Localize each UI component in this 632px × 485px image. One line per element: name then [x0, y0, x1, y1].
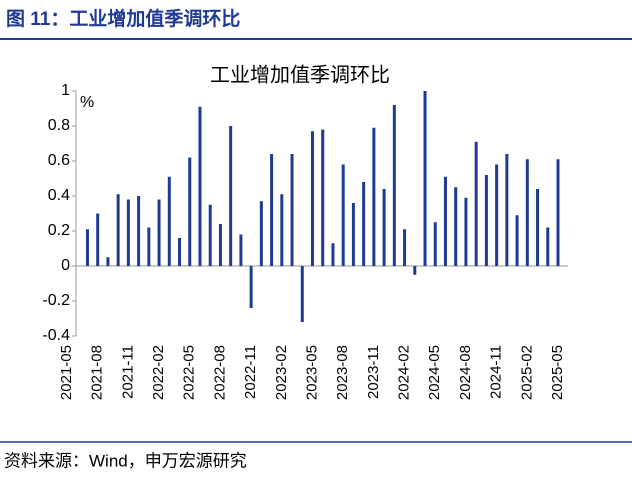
- x-tick-label: 2021-11: [119, 345, 136, 399]
- bar: [331, 243, 335, 266]
- bar: [495, 164, 499, 266]
- bar: [259, 201, 263, 266]
- bar: [311, 131, 314, 266]
- bar: [362, 182, 366, 266]
- x-tick-label: 2024-05: [426, 345, 443, 400]
- bar: [546, 227, 550, 266]
- bar: [178, 238, 182, 266]
- bar: [341, 164, 345, 266]
- bar: [157, 199, 161, 266]
- y-tick-label: 0.2: [48, 222, 70, 239]
- x-tick-label: 2025-05: [549, 345, 566, 400]
- y-tick-label: 0.6: [48, 152, 70, 169]
- source-note: 资料来源：Wind，申万宏源研究: [4, 451, 247, 470]
- bar: [126, 199, 130, 266]
- x-tick-label: 2022-08: [211, 345, 228, 400]
- bar: [270, 154, 274, 266]
- bar: [137, 196, 141, 266]
- x-tick-label: 2023-05: [303, 345, 320, 400]
- bar: [382, 189, 386, 266]
- x-tick-label: 2021-08: [89, 345, 106, 400]
- y-tick-label: 1: [61, 82, 70, 99]
- x-tick-label: 2023-02: [273, 345, 290, 400]
- bar: [403, 229, 407, 266]
- bar: [556, 159, 560, 266]
- bar: [208, 204, 212, 266]
- y-tick-label: -0.2: [42, 292, 70, 309]
- figure-header: 图 11：工业增加值季调环比: [6, 7, 240, 30]
- y-tick-label: 0: [61, 257, 70, 274]
- bar: [525, 159, 529, 266]
- x-tick-label: 2025-02: [518, 345, 535, 400]
- bar: [85, 229, 89, 266]
- bar: [351, 203, 355, 266]
- bar: [515, 215, 519, 266]
- bar: [96, 213, 100, 266]
- y-unit: %: [80, 94, 94, 111]
- bar: [484, 175, 488, 266]
- x-tick-label: 2022-05: [181, 345, 198, 400]
- y-tick-label: -0.4: [42, 327, 70, 344]
- x-tick-label: 2023-08: [334, 345, 351, 400]
- bar: [198, 106, 202, 266]
- bar: [229, 126, 233, 266]
- bar: [464, 197, 468, 266]
- bar: [116, 194, 120, 266]
- bar: [443, 176, 447, 266]
- bar: [372, 127, 376, 266]
- bar: [392, 105, 396, 266]
- y-tick-label: 0.8: [48, 117, 70, 134]
- bar: [536, 189, 540, 266]
- bar: [474, 141, 478, 266]
- bar: [454, 187, 458, 266]
- bar: [167, 176, 171, 266]
- bar: [188, 157, 192, 266]
- bar: [300, 266, 304, 322]
- y-tick-label: 0.4: [48, 187, 70, 204]
- bar: [147, 227, 151, 266]
- x-tick-label: 2024-08: [457, 345, 474, 400]
- bar: [239, 234, 243, 266]
- bar: [321, 129, 325, 266]
- x-tick-label: 2024-02: [396, 345, 413, 400]
- x-tick-label: 2022-02: [150, 345, 167, 400]
- x-tick-label: 2024-11: [488, 345, 505, 399]
- x-tick-label: 2023-11: [365, 345, 382, 399]
- bar: [433, 222, 437, 266]
- bar: [413, 266, 417, 275]
- bar: [423, 91, 427, 266]
- bar: [505, 154, 509, 266]
- bar: [218, 224, 222, 266]
- bar: [249, 266, 253, 308]
- x-tick-label: 2021-05: [58, 345, 75, 400]
- bar: [290, 154, 294, 266]
- bar: [106, 257, 110, 266]
- x-tick-label: 2022-11: [242, 345, 259, 399]
- bar: [280, 194, 284, 266]
- chart-title: 工业增加值季调环比: [210, 63, 390, 86]
